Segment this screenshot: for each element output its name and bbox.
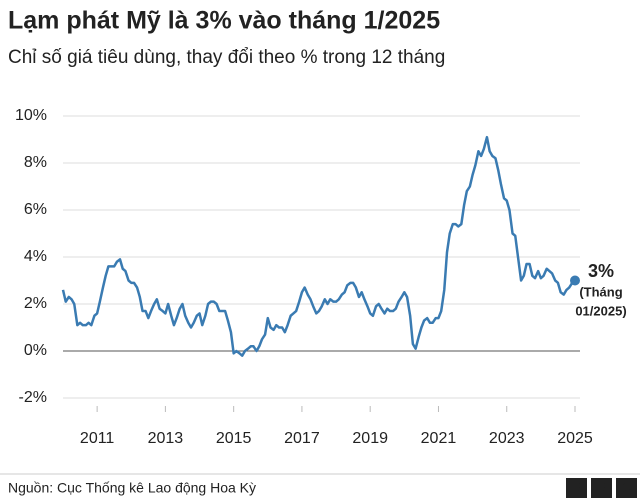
y-tick-label: 4% <box>24 248 47 265</box>
x-tick-label: 2013 <box>148 430 184 447</box>
source: Nguồn: Cục Thống kê Lao động Hoa Kỳ <box>8 480 256 496</box>
line-series <box>61 135 576 357</box>
logo-box <box>591 478 612 498</box>
y-tick-label: 10% <box>15 107 47 124</box>
y-tick-label: 0% <box>24 342 47 359</box>
x-tick-label: 2023 <box>489 430 525 447</box>
y-tick-label: 8% <box>24 154 47 171</box>
x-tick-label: 2019 <box>352 430 388 447</box>
logo-letter: C <box>621 480 631 496</box>
x-tick-label: 2025 <box>557 430 593 447</box>
annotation: 01/2025) <box>575 303 626 318</box>
y-tick-label: 2% <box>24 295 47 312</box>
y-tick-label: 6% <box>24 201 47 218</box>
chart-subtitle: Chỉ số giá tiêu dùng, thay đổi theo % tr… <box>8 47 445 68</box>
logo-box <box>616 478 637 498</box>
logo-letter: B <box>571 480 581 496</box>
y-tick-label: -2% <box>19 389 47 406</box>
logo-letter: B <box>596 480 606 496</box>
x-tick-label: 2021 <box>421 430 457 447</box>
annotation: 3% <box>588 261 614 281</box>
x-tick-label: 2011 <box>80 430 115 447</box>
logo-box <box>566 478 587 498</box>
chart-title: Lạm phát Mỹ là 3% vào tháng 1/2025 <box>8 7 440 35</box>
x-tick-label: 2015 <box>216 430 252 447</box>
annotation: (Tháng <box>579 284 622 299</box>
end-point <box>570 275 580 286</box>
x-tick-label: 2017 <box>284 430 320 447</box>
plot-area: -2% 0% 2% 4% 6% 8% 10% 2011 2013 2015 2017 2019 2021… <box>15 107 627 447</box>
